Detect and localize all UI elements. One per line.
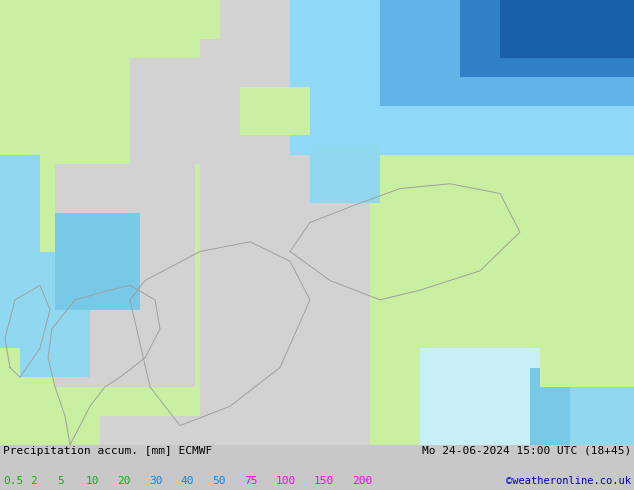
Text: 0.5: 0.5 <box>3 476 23 487</box>
Text: Precipitation accum. [mm] ECMWF: Precipitation accum. [mm] ECMWF <box>3 446 212 456</box>
Text: 75: 75 <box>244 476 257 487</box>
Text: 50: 50 <box>212 476 226 487</box>
Text: ©weatheronline.co.uk: ©weatheronline.co.uk <box>506 476 631 487</box>
Text: 150: 150 <box>314 476 334 487</box>
Text: Mo 24-06-2024 15:00 UTC (18+45): Mo 24-06-2024 15:00 UTC (18+45) <box>422 446 631 456</box>
Text: 5: 5 <box>57 476 64 487</box>
Text: 2: 2 <box>30 476 37 487</box>
Text: 200: 200 <box>352 476 372 487</box>
Text: 100: 100 <box>276 476 296 487</box>
Text: 40: 40 <box>181 476 194 487</box>
Text: 30: 30 <box>149 476 162 487</box>
Text: 20: 20 <box>117 476 131 487</box>
Text: 10: 10 <box>86 476 99 487</box>
